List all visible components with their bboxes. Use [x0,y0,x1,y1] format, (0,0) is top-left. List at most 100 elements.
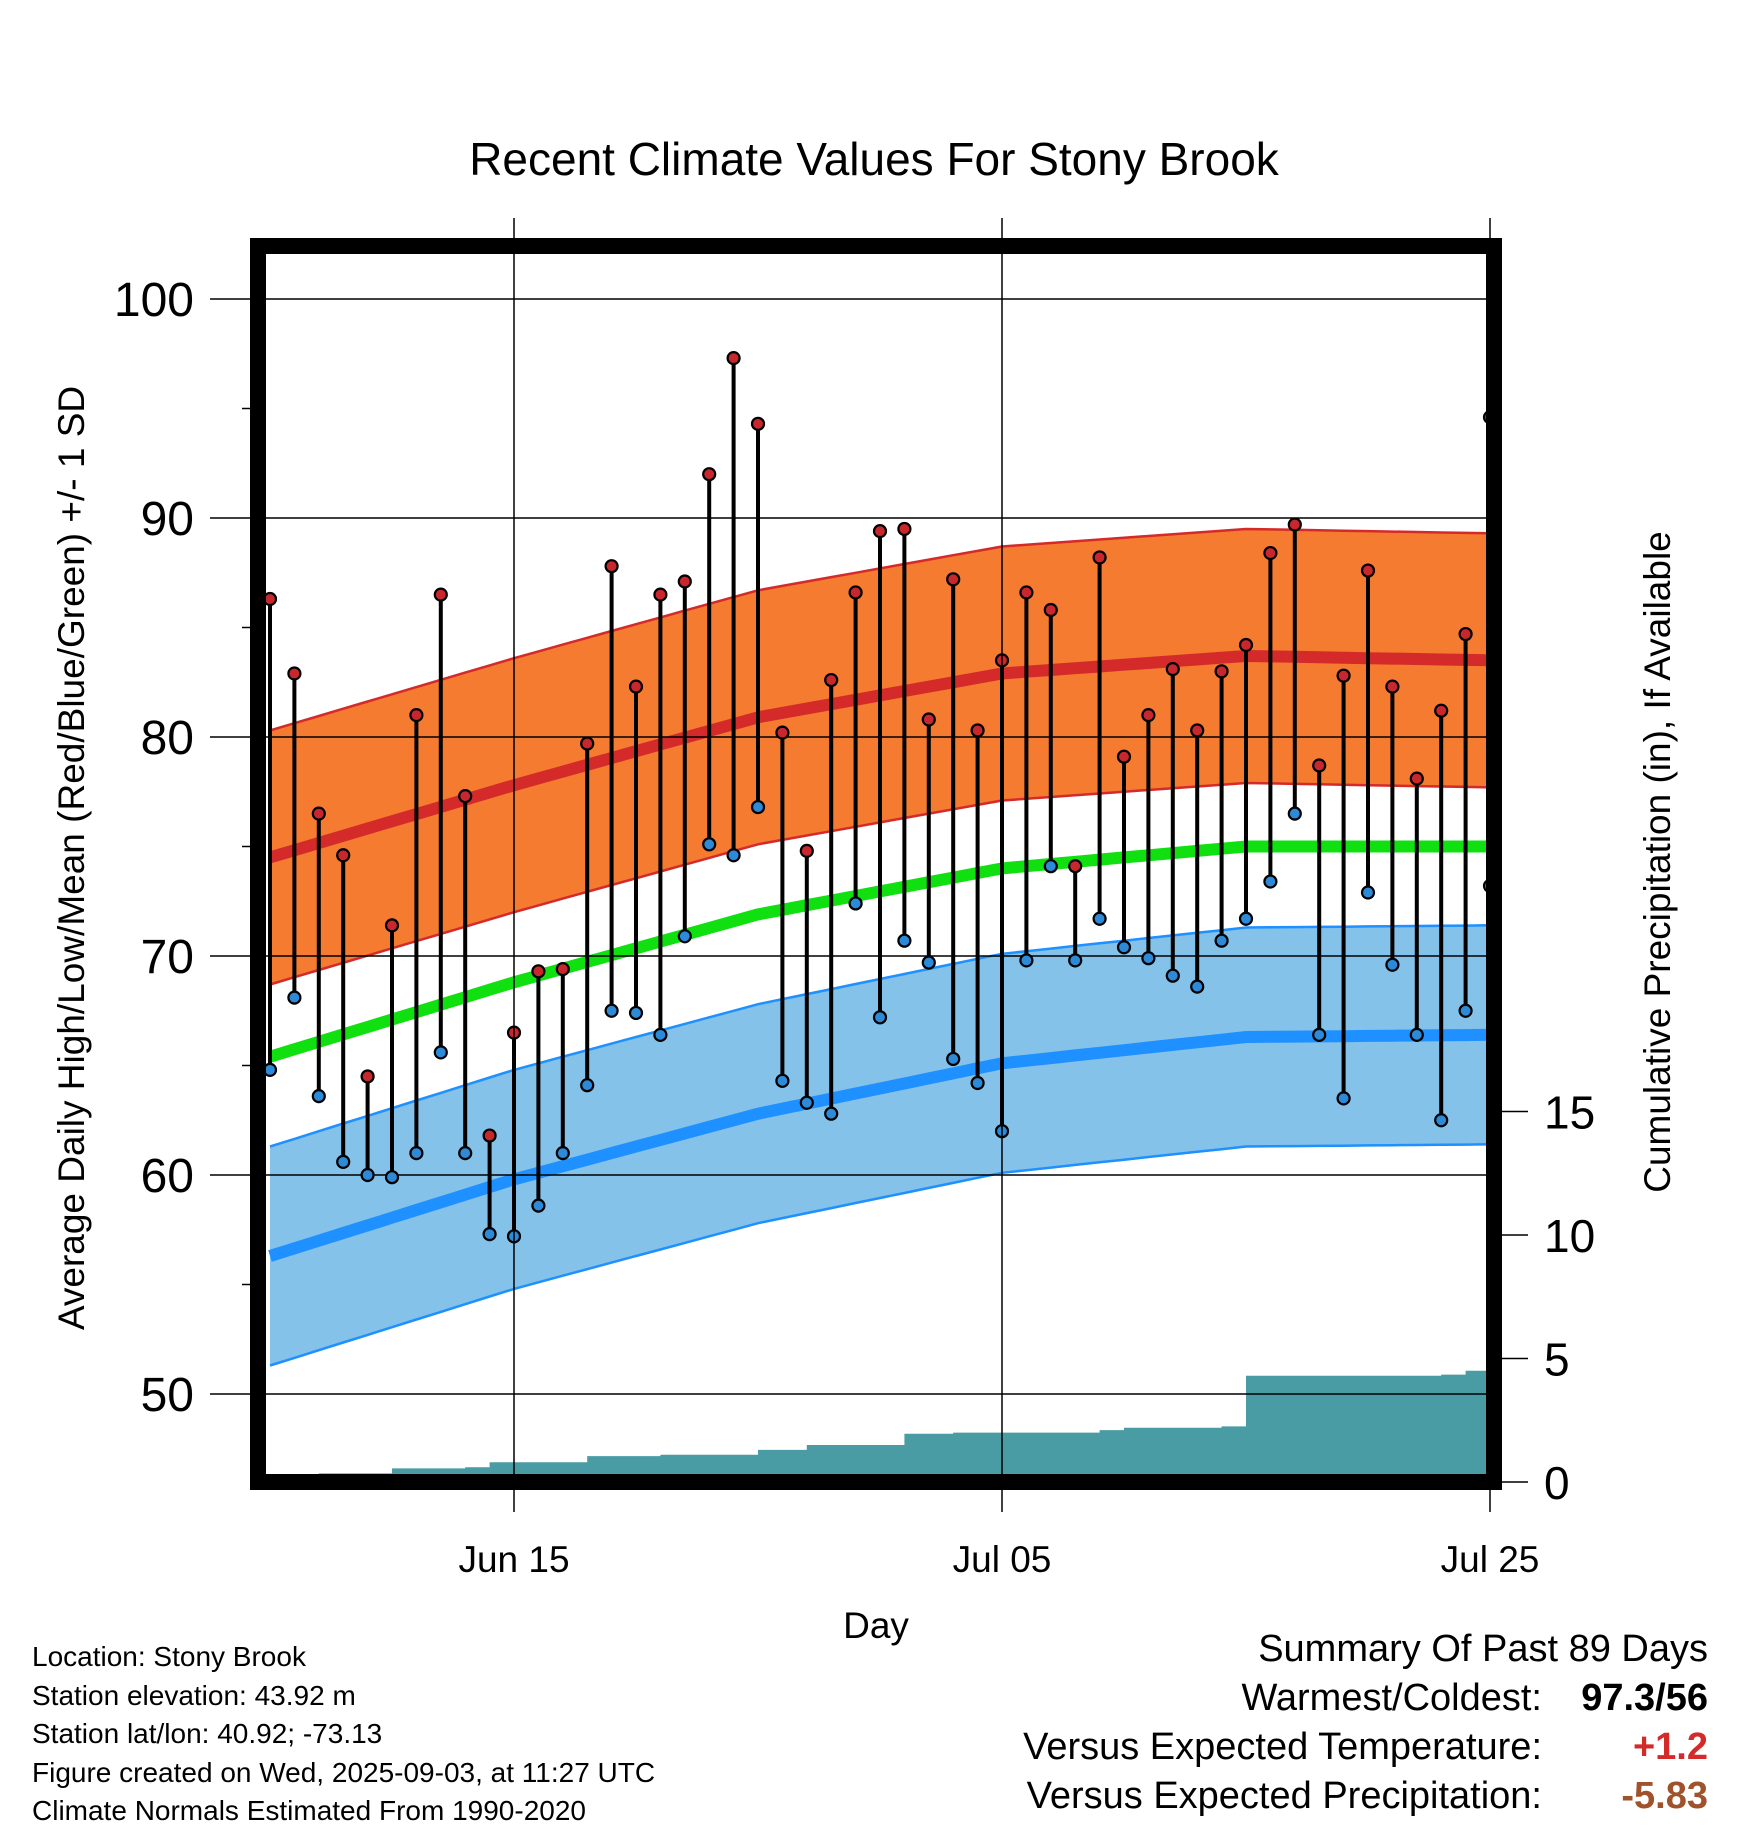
daily-low-point [311,1089,326,1104]
y-tick-label: 100 [114,274,194,327]
daily-low-point [1582,856,1594,868]
daily-high-point [750,416,766,431]
daily-high-point [726,351,741,366]
daily-low-point [1679,1178,1691,1190]
y2-tick-label: 5 [1544,1334,1570,1386]
daily-high-point [458,789,473,804]
temp-anomaly-value: +1.2 [1632,1726,1708,1768]
daily-low-point [336,1154,351,1169]
daily-high-point [848,585,863,600]
daily-high-point [1557,519,1569,531]
daily-low-point [653,1027,668,1042]
chart-title: Recent Climate Values For Stony Brook [469,133,1280,185]
daily-high-point [1533,733,1545,745]
daily-high-point [311,806,326,821]
daily-low-point [897,933,912,948]
daily-low-point [1238,911,1254,926]
plot-frame [250,238,1502,1490]
summary-panel: Summary Of Past 89 Days Warmest/Coldest:… [848,1628,1708,1824]
normals-text: Climate Normals Estimated From 1990-2020 [32,1795,586,1826]
daily-low-point [1557,913,1569,925]
daily-high-point [409,707,424,723]
daily-high-point [1728,613,1740,625]
daily-low-point [799,1095,814,1110]
daily-low-point [1385,957,1400,972]
daily-high-point [482,1128,497,1143]
daily-low-point [1141,951,1156,966]
daily-high-point [1165,662,1180,677]
daily-high-point [1092,550,1107,565]
daily-high-point [1679,790,1691,802]
daily-low-point [1434,1113,1449,1128]
daily-high-point [872,524,888,539]
y-tick-label: 70 [141,931,194,984]
y-axis-label: Average Daily High/Low/Mean (Red/Blue/Gr… [51,386,92,1330]
daily-low-point [848,896,863,911]
daily-high-point [897,521,912,537]
daily-high-point [1360,563,1376,578]
daily-low-point [531,1198,546,1213]
daily-low-point [1190,979,1205,994]
daily-high-point [1068,859,1083,874]
daily-low-point [287,990,302,1005]
daily-high-point [1263,545,1278,561]
daily-low-point [384,1170,400,1185]
daily-high-point [1190,723,1205,738]
daily-low-point [824,1106,839,1121]
location-text: Location: Stony Brook [32,1641,306,1672]
x-tick-label: Jun 15 [458,1539,569,1580]
daily-low-point [1165,968,1180,983]
low-normal-band [270,925,1494,1366]
created-text: Figure created on Wed, 2025-09-03, at 11… [32,1756,656,1788]
daily-high-point [1141,707,1156,723]
x-axis-label: Day [843,1605,909,1646]
latlon-text: Station lat/lon: 40.92; -73.13 [32,1718,383,1749]
daily-high-point [1582,407,1594,419]
daily-low-point [1287,806,1302,821]
x-tick-label: Jul 25 [1441,1539,1540,1580]
daily-high-point [824,672,839,688]
daily-high-point [1336,668,1351,683]
daily-high-point [531,964,546,979]
daily-high-point [433,587,448,602]
daily-high-point [384,918,400,933]
daily-high-point [360,1069,375,1084]
daily-low-point [433,1045,448,1060]
daily-low-point [1336,1091,1351,1106]
y-tick-label: 60 [141,1150,194,1203]
daily-low-point [628,1005,644,1021]
daily-high-point [604,559,619,574]
daily-high-point [1458,626,1473,642]
daily-high-point [970,723,985,738]
daily-low-point [1312,1027,1327,1042]
y2-tick-label: 10 [1544,1210,1595,1262]
daily-high-point [799,843,814,858]
daily-high-point [287,666,302,681]
daily-low-point [1263,874,1278,889]
daily-high-point [921,712,936,727]
daily-high-point [628,679,644,694]
daily-high-point [1704,678,1716,690]
daily-high-point [1238,637,1254,653]
daily-high-point [1312,758,1327,773]
precip-anomaly-label: Versus Expected Precipitation: [1026,1775,1542,1817]
daily-low-point [1360,885,1376,900]
daily-high-point [653,587,668,602]
daily-low-point [604,1003,619,1018]
daily-low-point [726,848,741,863]
daily-high-point [1385,679,1400,694]
daily-high-point [946,572,961,587]
daily-high-point [1287,517,1302,532]
daily-high-point [1116,749,1132,764]
y2-axis-label: Cumulative Precipitation (in), If Availa… [1637,531,1678,1193]
daily-low-point [1606,849,1618,861]
y2-tick-label: 15 [1544,1087,1595,1139]
daily-high-point [775,725,790,740]
daily-low-point [1116,940,1132,955]
daily-low-point [409,1145,424,1161]
daily-high-point [677,574,692,589]
daily-low-point [970,1075,985,1091]
daily-low-point [555,1145,570,1161]
precip-anomaly-value: -5.83 [1621,1775,1708,1817]
